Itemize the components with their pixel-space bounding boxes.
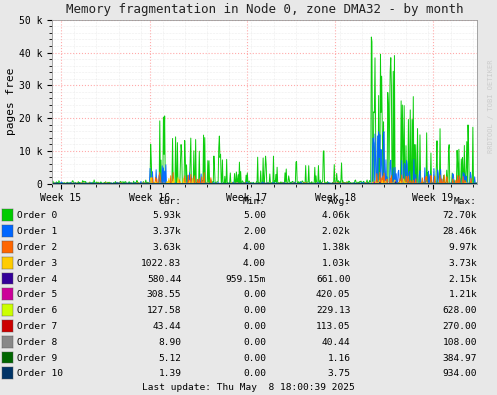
Text: 384.97: 384.97 bbox=[443, 354, 477, 363]
Text: 420.05: 420.05 bbox=[316, 290, 350, 299]
Text: 1.39: 1.39 bbox=[159, 369, 181, 378]
Text: Cur:: Cur: bbox=[159, 198, 181, 207]
Text: 959.15m: 959.15m bbox=[226, 275, 266, 284]
Text: 3.63k: 3.63k bbox=[153, 243, 181, 252]
Text: 108.00: 108.00 bbox=[443, 338, 477, 347]
Text: 1.21k: 1.21k bbox=[448, 290, 477, 299]
Text: Order 5: Order 5 bbox=[17, 290, 58, 299]
Text: 1.16: 1.16 bbox=[328, 354, 350, 363]
Text: Min:: Min: bbox=[243, 198, 266, 207]
Text: Max:: Max: bbox=[454, 198, 477, 207]
Text: 3.73k: 3.73k bbox=[448, 259, 477, 268]
Text: 0.00: 0.00 bbox=[243, 338, 266, 347]
Text: 5.00: 5.00 bbox=[243, 211, 266, 220]
Text: 0.00: 0.00 bbox=[243, 354, 266, 363]
Text: 0.00: 0.00 bbox=[243, 322, 266, 331]
Text: RRDTOOL / TOBI OETIKER: RRDTOOL / TOBI OETIKER bbox=[488, 60, 494, 153]
Text: Order 2: Order 2 bbox=[17, 243, 58, 252]
Text: 113.05: 113.05 bbox=[316, 322, 350, 331]
Text: 40.44: 40.44 bbox=[322, 338, 350, 347]
Text: 28.46k: 28.46k bbox=[443, 227, 477, 236]
Text: Order 8: Order 8 bbox=[17, 338, 58, 347]
Y-axis label: pages free: pages free bbox=[6, 68, 16, 135]
Text: 4.06k: 4.06k bbox=[322, 211, 350, 220]
Text: 2.02k: 2.02k bbox=[322, 227, 350, 236]
Text: 4.00: 4.00 bbox=[243, 259, 266, 268]
Text: 127.58: 127.58 bbox=[147, 306, 181, 315]
Text: Order 6: Order 6 bbox=[17, 306, 58, 315]
Text: 3.37k: 3.37k bbox=[153, 227, 181, 236]
Text: 1.38k: 1.38k bbox=[322, 243, 350, 252]
Text: 0.00: 0.00 bbox=[243, 369, 266, 378]
Text: 5.93k: 5.93k bbox=[153, 211, 181, 220]
Text: Last update: Thu May  8 18:00:39 2025: Last update: Thu May 8 18:00:39 2025 bbox=[142, 383, 355, 392]
Text: 72.70k: 72.70k bbox=[443, 211, 477, 220]
Text: 2.15k: 2.15k bbox=[448, 275, 477, 284]
Text: 270.00: 270.00 bbox=[443, 322, 477, 331]
Text: 9.97k: 9.97k bbox=[448, 243, 477, 252]
Text: 0.00: 0.00 bbox=[243, 290, 266, 299]
Text: Order 1: Order 1 bbox=[17, 227, 58, 236]
Text: 1022.83: 1022.83 bbox=[141, 259, 181, 268]
Text: Order 7: Order 7 bbox=[17, 322, 58, 331]
Text: 4.00: 4.00 bbox=[243, 243, 266, 252]
Title: Memory fragmentation in Node 0, zone DMA32 - by month: Memory fragmentation in Node 0, zone DMA… bbox=[66, 3, 463, 16]
Text: 5.12: 5.12 bbox=[159, 354, 181, 363]
Text: Order 3: Order 3 bbox=[17, 259, 58, 268]
Text: 580.44: 580.44 bbox=[147, 275, 181, 284]
Text: Order 4: Order 4 bbox=[17, 275, 58, 284]
Text: 3.75: 3.75 bbox=[328, 369, 350, 378]
Text: 934.00: 934.00 bbox=[443, 369, 477, 378]
Text: Order 9: Order 9 bbox=[17, 354, 58, 363]
Text: Order 0: Order 0 bbox=[17, 211, 58, 220]
Text: 308.55: 308.55 bbox=[147, 290, 181, 299]
Text: 2.00: 2.00 bbox=[243, 227, 266, 236]
Text: 8.90: 8.90 bbox=[159, 338, 181, 347]
Text: 0.00: 0.00 bbox=[243, 306, 266, 315]
Text: 1.03k: 1.03k bbox=[322, 259, 350, 268]
Text: Order 10: Order 10 bbox=[17, 369, 64, 378]
Text: 229.13: 229.13 bbox=[316, 306, 350, 315]
Text: Avg:: Avg: bbox=[328, 198, 350, 207]
Text: 628.00: 628.00 bbox=[443, 306, 477, 315]
Text: 43.44: 43.44 bbox=[153, 322, 181, 331]
Text: 661.00: 661.00 bbox=[316, 275, 350, 284]
